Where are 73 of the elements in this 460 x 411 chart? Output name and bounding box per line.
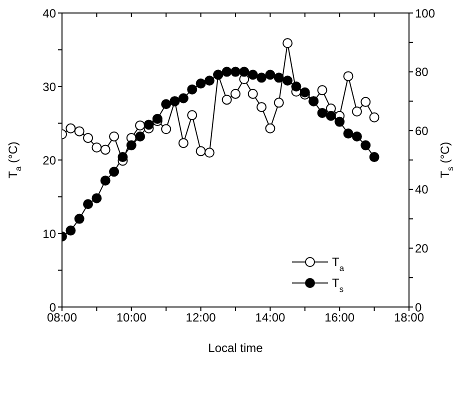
point xyxy=(369,112,380,122)
point xyxy=(369,152,380,162)
point xyxy=(135,131,146,142)
point xyxy=(161,99,172,110)
point xyxy=(360,140,371,150)
point xyxy=(66,123,76,134)
point xyxy=(135,120,146,130)
point xyxy=(196,146,206,156)
y2-tick-label: 20 xyxy=(415,241,429,256)
point xyxy=(204,148,214,158)
point xyxy=(326,110,336,121)
point xyxy=(118,152,128,162)
point xyxy=(178,93,188,104)
point xyxy=(291,82,302,92)
point xyxy=(265,123,276,134)
point xyxy=(256,102,267,112)
x-tick-label: 14:00 xyxy=(255,310,286,325)
y2-tick-label: 60 xyxy=(415,124,429,138)
point xyxy=(248,70,258,80)
point xyxy=(152,114,162,124)
point xyxy=(282,76,293,86)
point xyxy=(274,98,284,108)
legend-label: T$_{a}$ xyxy=(332,255,344,273)
point xyxy=(83,132,94,143)
y-tick-label: 10 xyxy=(42,226,56,241)
point xyxy=(83,199,94,210)
y-tick-label: 30 xyxy=(42,80,56,94)
point xyxy=(317,85,328,96)
y2-tick-label: 100 xyxy=(415,6,436,20)
point xyxy=(92,193,102,204)
point xyxy=(334,116,345,127)
point xyxy=(178,138,188,148)
x-tick-label: 10:00 xyxy=(116,310,147,325)
point xyxy=(230,66,240,77)
point xyxy=(196,78,206,89)
point xyxy=(239,66,250,77)
point xyxy=(109,131,120,142)
point xyxy=(248,88,258,99)
point xyxy=(187,84,198,94)
point xyxy=(274,72,284,83)
point xyxy=(230,88,240,99)
point xyxy=(256,72,267,83)
x-tick-label: 16:00 xyxy=(324,310,355,325)
point xyxy=(187,110,198,120)
point xyxy=(352,106,362,116)
point xyxy=(74,214,84,224)
x-tick-label: 12:00 xyxy=(186,310,216,325)
point xyxy=(265,70,276,80)
x-axis-title: Local time xyxy=(208,341,264,355)
legend-label: T$_{s}$ xyxy=(332,276,344,294)
point xyxy=(204,76,214,86)
point xyxy=(360,96,371,107)
point xyxy=(222,94,232,105)
y2-tick-label: 40 xyxy=(415,182,429,197)
point xyxy=(66,226,76,236)
y-tick-label: 40 xyxy=(42,6,56,20)
point xyxy=(343,128,354,139)
point xyxy=(109,166,120,177)
point xyxy=(144,120,154,130)
point xyxy=(352,131,362,142)
point xyxy=(161,124,172,134)
y-tick-label: 20 xyxy=(42,153,56,168)
point xyxy=(74,126,84,136)
point xyxy=(282,38,293,48)
point xyxy=(343,71,354,82)
point xyxy=(92,142,102,153)
point xyxy=(126,140,136,150)
point xyxy=(222,66,232,77)
y2-tick-label: 80 xyxy=(415,65,429,80)
point xyxy=(100,176,110,186)
point xyxy=(317,108,328,118)
point xyxy=(100,144,110,155)
point xyxy=(300,87,310,98)
